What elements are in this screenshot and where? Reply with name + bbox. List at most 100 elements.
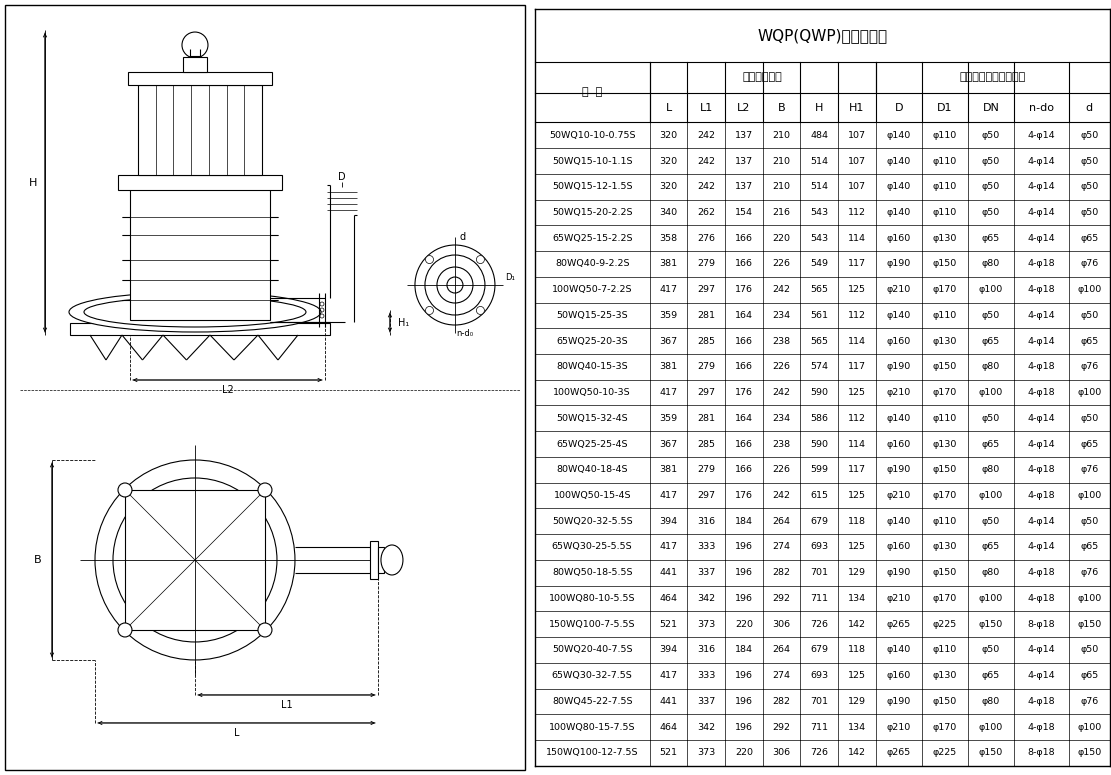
Text: φ150: φ150 — [979, 749, 1003, 757]
Text: 泵出口法兰及连接尺寸: 泵出口法兰及连接尺寸 — [960, 73, 1025, 82]
Text: 521: 521 — [660, 620, 678, 629]
Text: φ150: φ150 — [933, 568, 957, 577]
Text: φ140: φ140 — [887, 208, 911, 217]
Text: φ80: φ80 — [982, 260, 1000, 268]
Text: d: d — [1085, 103, 1093, 112]
Text: 238: 238 — [772, 439, 791, 449]
Text: 367: 367 — [660, 336, 678, 346]
Text: 417: 417 — [660, 671, 678, 680]
Text: φ210: φ210 — [887, 594, 911, 603]
Text: 394: 394 — [660, 646, 678, 654]
Text: 226: 226 — [772, 465, 791, 474]
Text: 125: 125 — [848, 542, 865, 552]
Text: φ150: φ150 — [933, 363, 957, 371]
Text: 417: 417 — [660, 285, 678, 294]
Text: φ210: φ210 — [887, 388, 911, 397]
Text: φ50: φ50 — [982, 646, 1000, 654]
Text: 196: 196 — [735, 722, 753, 732]
Text: φ80: φ80 — [982, 363, 1000, 371]
Text: φ170: φ170 — [933, 594, 957, 603]
Text: 333: 333 — [697, 542, 715, 552]
Text: φ65: φ65 — [982, 542, 1000, 552]
Text: 4-φ18: 4-φ18 — [1028, 697, 1055, 706]
Text: 242: 242 — [698, 131, 715, 140]
Text: 50WQ15-12-1.5S: 50WQ15-12-1.5S — [552, 182, 632, 191]
Text: 4-φ18: 4-φ18 — [1028, 285, 1055, 294]
Text: 216: 216 — [772, 208, 791, 217]
Text: 4-φ18: 4-φ18 — [1028, 363, 1055, 371]
Text: 125: 125 — [848, 491, 865, 500]
Text: φ50: φ50 — [1080, 157, 1099, 166]
Text: φ130: φ130 — [933, 336, 958, 346]
Text: 210: 210 — [772, 131, 791, 140]
Circle shape — [132, 497, 258, 623]
Text: φ50: φ50 — [1080, 517, 1099, 525]
Text: 316: 316 — [698, 646, 715, 654]
Text: φ140: φ140 — [887, 517, 911, 525]
Text: φ65: φ65 — [1080, 234, 1099, 243]
Text: 367: 367 — [660, 439, 678, 449]
Text: φ100: φ100 — [979, 722, 1003, 732]
Text: 164: 164 — [735, 311, 753, 320]
Text: 118: 118 — [848, 646, 865, 654]
Text: 242: 242 — [772, 491, 791, 500]
Text: 210: 210 — [772, 157, 791, 166]
Text: 107: 107 — [848, 182, 865, 191]
Text: 196: 196 — [735, 671, 753, 680]
Text: 514: 514 — [810, 182, 829, 191]
Text: 358: 358 — [660, 234, 678, 243]
Circle shape — [170, 535, 220, 585]
Text: φ190: φ190 — [887, 697, 911, 706]
Text: φ50: φ50 — [1080, 646, 1099, 654]
Text: φ100: φ100 — [1078, 594, 1101, 603]
Text: φ50: φ50 — [982, 182, 1000, 191]
Text: φ160: φ160 — [887, 439, 911, 449]
Text: φ65: φ65 — [1080, 439, 1099, 449]
Text: 701: 701 — [810, 697, 829, 706]
Text: 134: 134 — [848, 594, 867, 603]
Text: φ80: φ80 — [982, 465, 1000, 474]
Bar — [378, 547, 384, 573]
Text: 4-φ18: 4-φ18 — [1028, 491, 1055, 500]
Text: 4-φ14: 4-φ14 — [1028, 646, 1055, 654]
Text: n-d₀: n-d₀ — [457, 329, 473, 337]
Text: φ130: φ130 — [933, 542, 958, 552]
Circle shape — [320, 308, 324, 312]
Text: 166: 166 — [735, 234, 753, 243]
Text: 125: 125 — [848, 285, 865, 294]
Text: 134: 134 — [848, 722, 867, 732]
Text: 114: 114 — [848, 234, 865, 243]
Text: 333: 333 — [697, 671, 715, 680]
Bar — [70, 323, 330, 335]
Text: 220: 220 — [735, 749, 753, 757]
Text: φ100: φ100 — [1078, 285, 1101, 294]
Circle shape — [183, 548, 207, 572]
Text: 281: 281 — [698, 311, 715, 320]
Text: φ100: φ100 — [979, 491, 1003, 500]
Text: φ150: φ150 — [1078, 749, 1101, 757]
Text: 381: 381 — [660, 465, 678, 474]
Text: φ140: φ140 — [887, 157, 911, 166]
Text: 176: 176 — [735, 491, 753, 500]
Text: φ110: φ110 — [933, 517, 957, 525]
Text: 543: 543 — [810, 208, 829, 217]
Text: 150WQ100-12-7.5S: 150WQ100-12-7.5S — [546, 749, 639, 757]
Text: 4-φ14: 4-φ14 — [1028, 517, 1055, 525]
Text: φ65: φ65 — [982, 336, 1000, 346]
Text: 184: 184 — [735, 646, 753, 654]
Text: φ130: φ130 — [933, 671, 958, 680]
Text: 297: 297 — [698, 285, 715, 294]
Circle shape — [258, 623, 272, 637]
Text: 693: 693 — [810, 542, 829, 552]
Text: φ100: φ100 — [979, 285, 1003, 294]
Text: 196: 196 — [735, 568, 753, 577]
Text: 599: 599 — [810, 465, 829, 474]
Text: 4-φ18: 4-φ18 — [1028, 388, 1055, 397]
Text: 4-φ18: 4-φ18 — [1028, 260, 1055, 268]
Text: 100WQ80-10-5.5S: 100WQ80-10-5.5S — [549, 594, 635, 603]
Ellipse shape — [381, 545, 403, 575]
Text: 279: 279 — [698, 465, 715, 474]
Text: 112: 112 — [848, 311, 865, 320]
Text: 117: 117 — [848, 260, 865, 268]
Text: φ140: φ140 — [887, 311, 911, 320]
